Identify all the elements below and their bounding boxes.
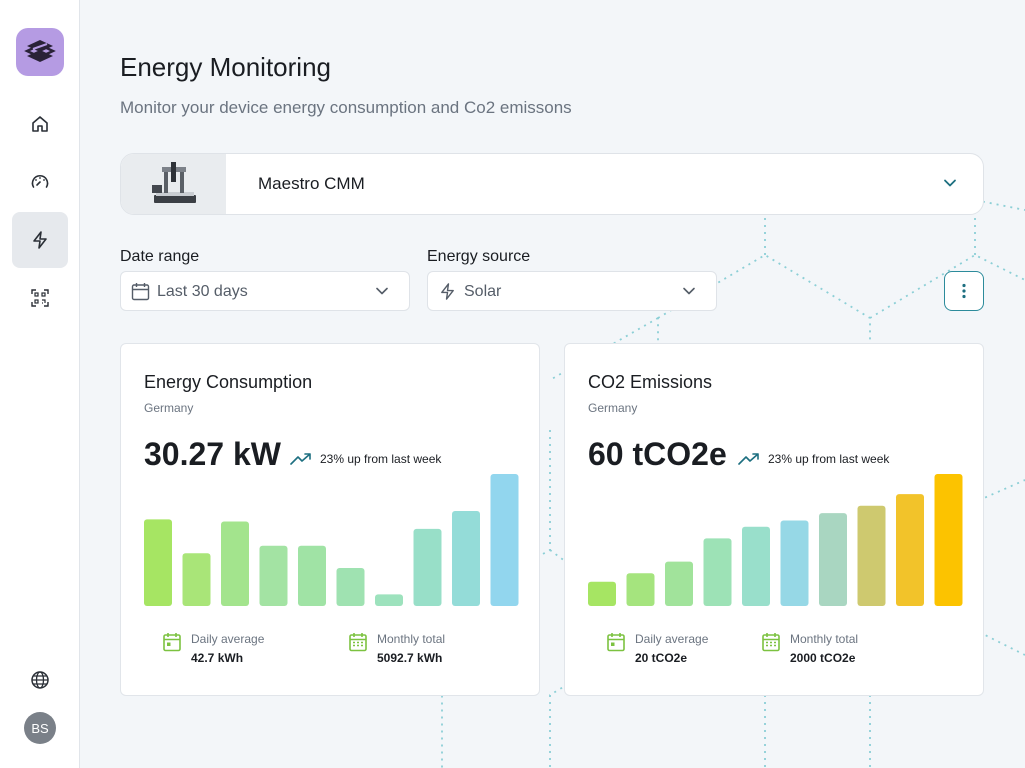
energy-source-label: Energy source: [427, 248, 531, 265]
device-image: [151, 162, 196, 203]
card-value: 60 tCO2e: [588, 436, 727, 472]
calendar-icon: [607, 633, 625, 652]
energy-consumption-card: Energy Consumption Germany 30.27 kW 23% …: [120, 343, 540, 696]
bar-1: [144, 519, 172, 606]
bar-8: [857, 505, 886, 606]
date-range-value: Last 30 days: [157, 283, 248, 300]
device-selector[interactable]: Maestro CMM: [120, 153, 984, 215]
page-title: Energy Monitoring: [120, 52, 331, 82]
lightning-icon: [441, 283, 454, 300]
more-vertical-icon: [962, 283, 966, 299]
co2-bar-chart: [588, 474, 963, 606]
bar-2: [182, 553, 211, 606]
card-title: Energy Consumption: [144, 372, 313, 392]
stat-label: Monthly total: [377, 632, 446, 646]
chevron-down-icon: [683, 287, 695, 295]
stat-value: 42.7 kWh: [191, 651, 244, 665]
bar-4: [703, 538, 732, 606]
stat-value: 2000 tCO2e: [790, 651, 856, 665]
energy-bar-chart: [144, 474, 519, 606]
calendar-grid-icon: [349, 633, 367, 652]
trend-indicator: 23% up from last week: [738, 452, 889, 466]
device-thumbnail: [121, 154, 226, 214]
bar-6: [780, 520, 809, 606]
calendar-grid-icon: [762, 633, 780, 652]
card-value: 30.27 kW: [144, 436, 281, 472]
trending-up-icon: [290, 453, 311, 465]
bar-2: [626, 573, 655, 606]
energy-source-select[interactable]: Solar: [427, 271, 717, 311]
bar-8: [413, 528, 442, 606]
stat-label: Daily average: [191, 632, 265, 646]
bar-10: [934, 474, 963, 606]
nav-home[interactable]: [12, 96, 68, 152]
gauge-icon: [31, 174, 49, 188]
card-region: Germany: [144, 401, 194, 415]
home-icon: [32, 116, 48, 132]
lightning-icon: [33, 231, 47, 249]
bar-3: [665, 561, 693, 606]
sidebar: BS: [0, 0, 80, 768]
card-region: Germany: [588, 401, 638, 415]
device-name: Maestro CMM: [258, 174, 365, 193]
bar-3: [221, 521, 249, 606]
bar-5: [298, 545, 326, 606]
app-logo[interactable]: [16, 28, 64, 76]
bar-4: [259, 545, 288, 606]
calendar-icon: [131, 283, 150, 301]
bar-5: [742, 526, 770, 606]
globe-icon: [31, 671, 49, 689]
chevron-down-icon: [944, 179, 956, 187]
language-button[interactable]: [12, 652, 68, 708]
co2-emissions-card: CO2 Emissions Germany 60 tCO2e 23% up fr…: [564, 343, 984, 696]
trend-indicator: 23% up from last week: [290, 452, 441, 466]
card-title: CO2 Emissions: [588, 372, 713, 392]
more-options-button[interactable]: [944, 271, 984, 311]
daily-average-stat: Daily average 42.7 kWh: [163, 632, 264, 665]
bar-9: [452, 511, 480, 606]
monthly-total-stat: Monthly total 5092.7 kWh: [349, 632, 445, 665]
date-range-label: Date range: [120, 248, 200, 265]
monthly-total-stat: Monthly total 2000 tCO2e: [762, 632, 858, 665]
calendar-icon: [163, 633, 181, 652]
trend-text: 23% up from last week: [768, 452, 890, 466]
bar-9: [896, 494, 924, 606]
stat-label: Monthly total: [790, 632, 859, 646]
bar-6: [336, 568, 365, 606]
chevron-down-icon: [376, 287, 388, 295]
nav-scan[interactable]: [12, 270, 68, 326]
nav-dashboard[interactable]: [12, 154, 68, 210]
scan-icon: [31, 289, 49, 307]
date-range-select[interactable]: Last 30 days: [120, 271, 410, 311]
bar-10: [490, 474, 519, 606]
bar-7: [819, 513, 847, 606]
energy-source-value: Solar: [464, 283, 502, 300]
nav-energy[interactable]: [12, 212, 68, 268]
page-subtitle: Monitor your device energy consumption a…: [120, 98, 572, 117]
stat-value: 20 tCO2e: [635, 651, 688, 665]
bar-7: [375, 594, 403, 606]
user-avatar[interactable]: BS: [24, 712, 56, 744]
stat-value: 5092.7 kWh: [377, 651, 443, 665]
bar-1: [588, 581, 616, 606]
trend-text: 23% up from last week: [320, 452, 442, 466]
logo-icon: [24, 40, 56, 62]
stat-label: Daily average: [635, 632, 709, 646]
daily-average-stat: Daily average 20 tCO2e: [607, 632, 708, 665]
trending-up-icon: [738, 453, 759, 465]
